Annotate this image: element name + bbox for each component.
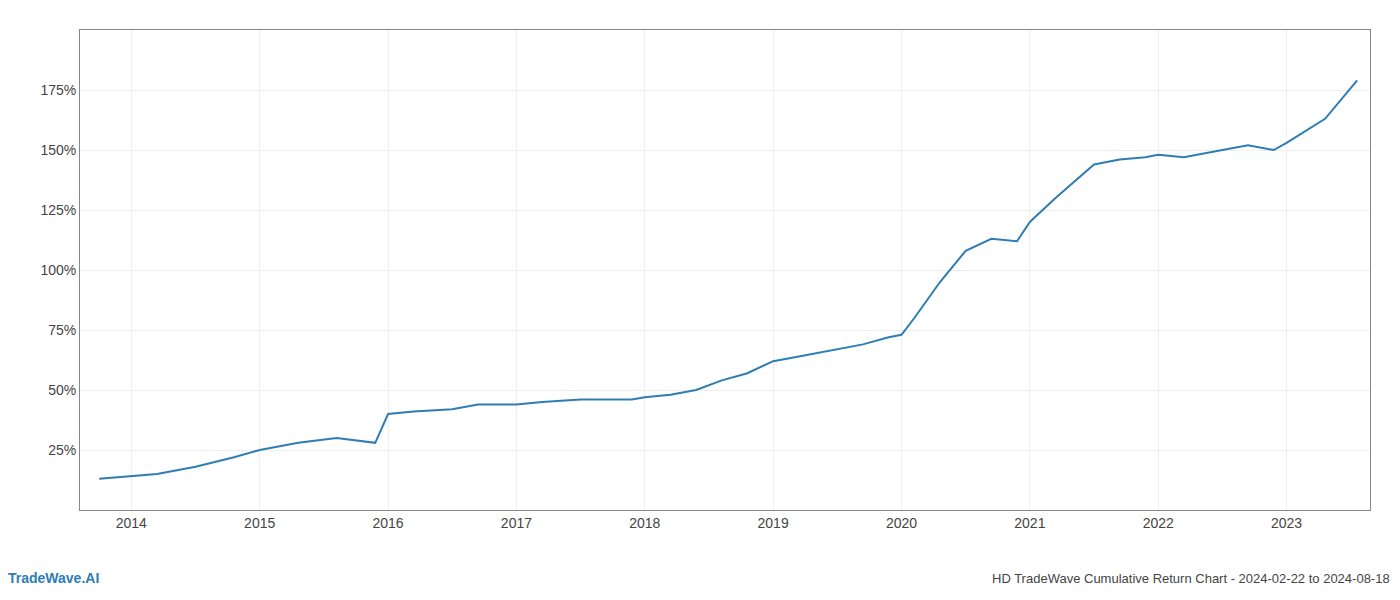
svg-text:2014: 2014 [116,515,147,531]
svg-text:2019: 2019 [758,515,789,531]
svg-text:50%: 50% [48,382,76,398]
svg-text:2023: 2023 [1271,515,1302,531]
svg-text:100%: 100% [40,262,76,278]
svg-text:175%: 175% [40,82,76,98]
svg-text:2021: 2021 [1014,515,1045,531]
svg-text:2018: 2018 [629,515,660,531]
svg-text:75%: 75% [48,322,76,338]
svg-text:TradeWave.AI: TradeWave.AI [8,570,99,586]
svg-text:2020: 2020 [886,515,917,531]
svg-text:25%: 25% [48,442,76,458]
svg-text:125%: 125% [40,202,76,218]
svg-text:2022: 2022 [1143,515,1174,531]
svg-text:2016: 2016 [372,515,403,531]
svg-text:150%: 150% [40,142,76,158]
svg-text:2015: 2015 [244,515,275,531]
svg-text:2017: 2017 [501,515,532,531]
svg-text:HD TradeWave Cumulative Return: HD TradeWave Cumulative Return Chart - 2… [992,571,1390,586]
